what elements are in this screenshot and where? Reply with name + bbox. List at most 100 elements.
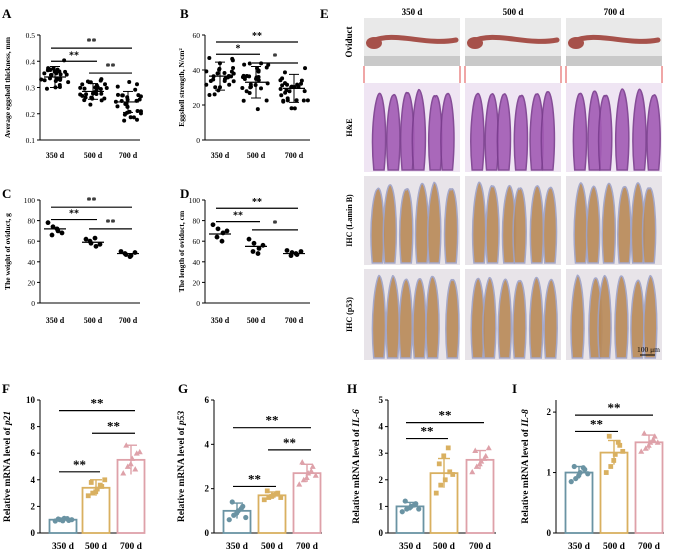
y-tick-label: 20 — [193, 101, 201, 110]
ruler-strip — [465, 56, 561, 66]
data-point — [608, 464, 614, 469]
x-tick-label-0: 350 d — [568, 542, 591, 552]
x-tick-label-1: 500 d — [84, 151, 103, 160]
y-axis-label: Relative mRNA level of IL-8 — [521, 409, 531, 524]
data-point — [133, 87, 138, 92]
data-point — [305, 98, 310, 103]
significance-label: ** — [69, 50, 79, 61]
tissue-fold — [585, 185, 601, 264]
data-point — [399, 509, 405, 515]
data-point — [83, 95, 88, 100]
data-point — [441, 453, 447, 459]
data-point — [278, 495, 284, 500]
bar — [634, 441, 664, 534]
data-point — [247, 61, 252, 66]
data-point — [48, 67, 53, 72]
x-tick-label-0: 350 d — [211, 316, 230, 325]
x-tick-label-1: 500 d — [261, 542, 284, 552]
data-point — [204, 82, 209, 87]
data-point — [280, 83, 285, 88]
data-point — [45, 220, 51, 226]
data-point — [642, 445, 649, 451]
data-point — [99, 98, 104, 103]
y-axis-label-gene: p53 — [177, 411, 187, 427]
data-point — [88, 480, 94, 485]
ihc-laminb-micrograph-1 — [465, 176, 561, 265]
y-tick-label: 6 — [205, 395, 210, 405]
ruler-strip — [566, 56, 662, 66]
data-point — [69, 517, 75, 523]
data-point — [302, 89, 307, 94]
data-point — [296, 481, 303, 487]
tissue-fold — [597, 94, 613, 171]
data-point — [127, 254, 133, 260]
data-point — [266, 62, 271, 67]
column-header-1: 500 d — [503, 7, 524, 17]
tissue-fold — [470, 92, 485, 171]
data-point — [279, 93, 284, 98]
data-point — [222, 71, 227, 76]
x-tick-label-2: 700 d — [469, 542, 492, 552]
x-tick-label-2: 700 d — [120, 542, 143, 552]
y-axis-label: Relative mRNA level of p21 — [3, 411, 13, 522]
data-point — [103, 82, 108, 87]
y-tick-label: 2 — [547, 407, 552, 417]
data-point — [50, 224, 56, 230]
data-point — [80, 82, 85, 87]
x-tick-label-2: 700 d — [119, 316, 138, 325]
bar — [465, 458, 495, 534]
he-micrograph-2 — [566, 83, 662, 172]
tissue-fold — [371, 274, 387, 359]
tissue-fold — [485, 185, 500, 264]
x-tick-label-0: 350 d — [46, 151, 65, 160]
tissue-fold — [572, 92, 588, 171]
data-point — [94, 486, 100, 492]
y-tick-label: 6 — [31, 448, 36, 458]
data-point — [132, 250, 138, 255]
data-point — [229, 499, 235, 505]
data-point — [445, 445, 451, 451]
data-point — [129, 455, 136, 461]
significance-label: ** — [106, 218, 116, 229]
data-point — [93, 243, 99, 249]
data-point — [611, 458, 617, 463]
y-tick-label: 60 — [28, 237, 36, 246]
data-point — [132, 466, 139, 472]
data-point — [299, 81, 304, 86]
data-point — [128, 115, 133, 120]
data-point — [240, 86, 245, 91]
oviduct-infundibulum — [467, 37, 483, 49]
tissue-fold — [617, 186, 632, 264]
data-point — [39, 77, 44, 82]
data-point — [638, 448, 645, 454]
oviduct-infundibulum — [366, 37, 382, 49]
data-point — [615, 439, 621, 445]
row-label-2: IHC (Lamin B) — [345, 194, 354, 247]
data-point — [122, 118, 127, 123]
data-point — [207, 92, 212, 97]
data-point — [244, 89, 249, 94]
panel-c-chart: C 0 20 40 60 80 100 350 d 500 d 700 d The weight o… — [2, 186, 140, 325]
y-tick-label: 0.5 — [26, 31, 36, 40]
data-point — [123, 442, 130, 448]
data-point — [135, 117, 140, 122]
data-point — [104, 86, 109, 91]
data-point — [303, 66, 308, 71]
data-point — [57, 84, 62, 89]
y-tick-label: 20 — [28, 278, 36, 287]
significance-label: ** — [87, 37, 97, 48]
data-point — [650, 436, 657, 442]
panel-b-chart: B 0 20 40 60 350 d 500 d 700 d Eggshell strength… — [177, 6, 310, 160]
data-point — [250, 249, 256, 254]
significance-label: ** — [69, 209, 79, 220]
x-tick-label-2: 700 d — [119, 151, 138, 160]
tissue-fold — [497, 278, 513, 359]
y-axis-label: Relative mRNA level of IL-6 — [352, 409, 362, 524]
ihc-p53-micrograph-1 — [465, 269, 561, 360]
he-micrograph-1 — [465, 83, 561, 172]
data-point — [288, 253, 294, 259]
data-point — [472, 447, 479, 453]
tissue-fold — [529, 185, 545, 264]
data-point — [138, 94, 143, 99]
